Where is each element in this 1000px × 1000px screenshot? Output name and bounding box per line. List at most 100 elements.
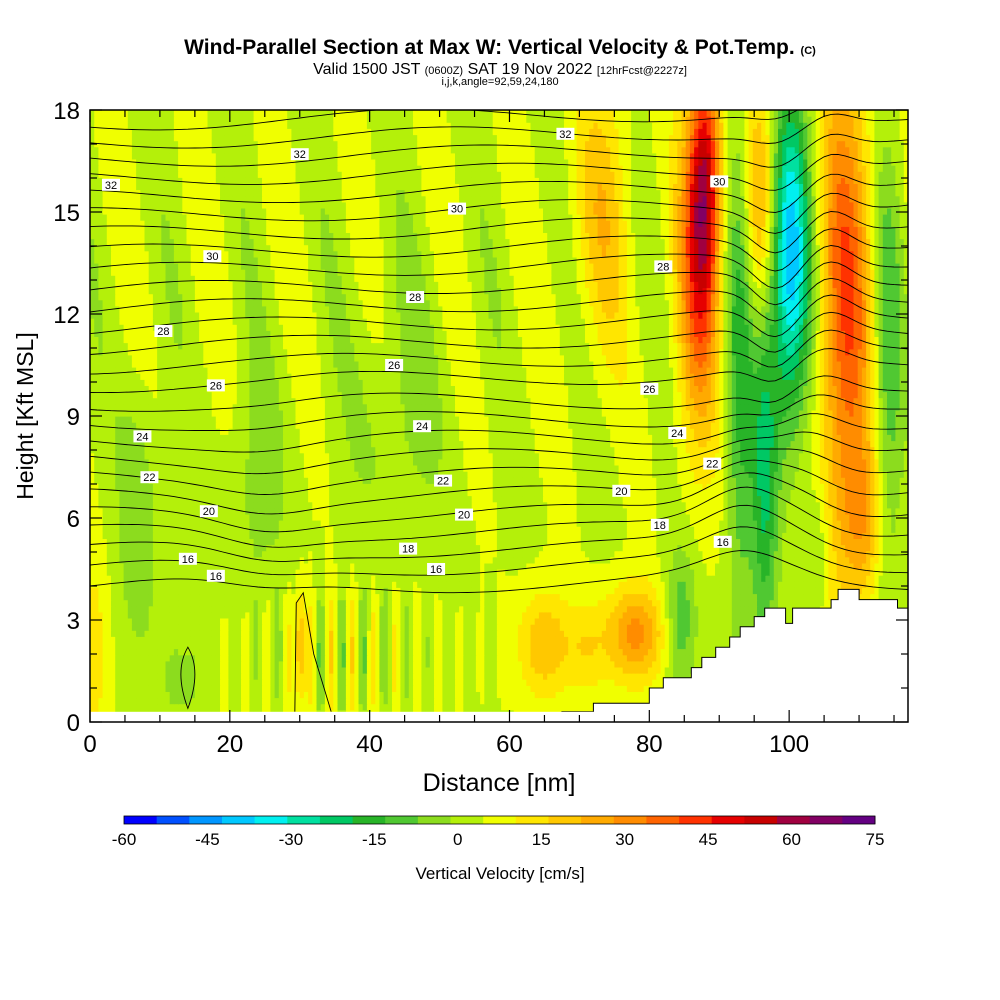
- velocity-cell: [371, 636, 376, 643]
- velocity-cell: [199, 624, 204, 631]
- velocity-cell: [656, 581, 662, 588]
- velocity-cell: [681, 618, 687, 625]
- velocity-cell: [530, 605, 536, 613]
- velocity-cell: [371, 679, 376, 686]
- velocity-cell: [446, 587, 452, 595]
- velocity-cell: [752, 581, 758, 588]
- velocity-cell: [694, 624, 699, 631]
- velocity-cell: [580, 673, 586, 680]
- velocity-cell: [442, 630, 448, 637]
- velocity-cell: [673, 673, 678, 680]
- velocity-cell: [467, 581, 473, 588]
- velocity-cell: [463, 593, 469, 601]
- velocity-cell: [446, 624, 452, 631]
- velocity-cell: [656, 618, 662, 625]
- velocity-cell: [136, 685, 141, 692]
- velocity-cell: [664, 654, 670, 662]
- velocity-cell: [731, 605, 737, 613]
- velocity-cell: [744, 587, 750, 595]
- velocity-cell: [757, 569, 762, 576]
- velocity-cell: [677, 666, 683, 674]
- velocity-cell: [291, 642, 297, 650]
- velocity-cell: [526, 611, 532, 619]
- velocity-cell: [379, 630, 385, 637]
- chart-subtitle: Valid 1500 JST (0600Z) SAT 19 Nov 2022 […: [0, 61, 1000, 79]
- velocity-cell: [345, 605, 351, 613]
- velocity-cell: [350, 642, 355, 650]
- velocity-cell: [400, 697, 406, 705]
- velocity-cell: [798, 599, 804, 607]
- velocity-cell: [480, 587, 485, 595]
- velocity-cell: [601, 624, 607, 631]
- velocity-cell: [157, 691, 162, 699]
- velocity-cell: [484, 605, 490, 613]
- velocity-cell: [652, 636, 657, 643]
- velocity-cell: [425, 685, 431, 692]
- velocity-cell: [878, 593, 884, 601]
- velocity-cell: [165, 575, 171, 582]
- velocity-cell: [148, 660, 154, 668]
- velocity-cell: [341, 636, 347, 643]
- velocity-cell: [387, 636, 393, 643]
- velocity-cell: [547, 605, 552, 613]
- velocity-cell: [480, 636, 485, 643]
- velocity-cell: [111, 599, 116, 607]
- velocity-cell: [694, 605, 699, 613]
- velocity-cell: [492, 691, 498, 699]
- velocity-cell: [257, 673, 263, 680]
- velocity-cell: [400, 605, 406, 613]
- velocity-cell: [429, 685, 435, 692]
- velocity-cell: [396, 611, 401, 619]
- velocity-cell: [564, 648, 569, 656]
- velocity-cell: [400, 581, 406, 588]
- velocity-cell: [354, 654, 360, 662]
- velocity-cell: [220, 697, 225, 705]
- velocity-cell: [312, 569, 318, 576]
- velocity-cell: [564, 679, 569, 686]
- velocity-cell: [152, 685, 158, 692]
- velocity-cell: [274, 593, 280, 601]
- velocity-cell: [383, 630, 389, 637]
- velocity-cell: [429, 691, 435, 699]
- velocity-cell: [241, 581, 246, 588]
- velocity-cell: [131, 673, 137, 680]
- velocity-cell: [148, 691, 154, 699]
- velocity-cell: [266, 685, 271, 692]
- velocity-cell: [618, 654, 624, 662]
- velocity-cell: [677, 605, 683, 613]
- velocity-cell: [526, 587, 532, 595]
- velocity-cell: [413, 660, 418, 668]
- velocity-cell: [505, 618, 511, 625]
- velocity-cell: [257, 685, 263, 692]
- velocity-cell: [295, 605, 301, 613]
- velocity-cell: [295, 679, 301, 686]
- velocity-cell: [287, 581, 292, 588]
- velocity-cell: [106, 593, 112, 601]
- velocity-cell: [283, 685, 288, 692]
- velocity-cell: [312, 673, 318, 680]
- velocity-cell: [303, 703, 309, 711]
- velocity-cell: [505, 569, 511, 576]
- velocity-cell: [434, 697, 439, 705]
- velocity-cell: [513, 648, 519, 656]
- velocity-cell: [417, 569, 422, 576]
- velocity-cell: [383, 624, 389, 631]
- velocity-cell: [362, 562, 368, 570]
- velocity-cell: [228, 587, 234, 595]
- velocity-cell: [597, 697, 603, 705]
- velocity-cell: [404, 703, 410, 711]
- velocity-cell: [228, 666, 234, 674]
- velocity-cell: [710, 587, 716, 595]
- velocity-cell: [371, 605, 376, 613]
- velocity-cell: [589, 569, 594, 576]
- velocity-cell: [496, 703, 502, 711]
- velocity-cell: [459, 648, 464, 656]
- chart-title: Wind-Parallel Section at Max W: Vertical…: [0, 36, 1000, 60]
- velocity-cell: [576, 593, 582, 601]
- velocity-cell: [601, 618, 607, 625]
- velocity-cell: [459, 611, 464, 619]
- velocity-cell: [647, 581, 653, 588]
- velocity-cell: [257, 587, 263, 595]
- velocity-cell: [685, 599, 691, 607]
- velocity-cell: [496, 624, 502, 631]
